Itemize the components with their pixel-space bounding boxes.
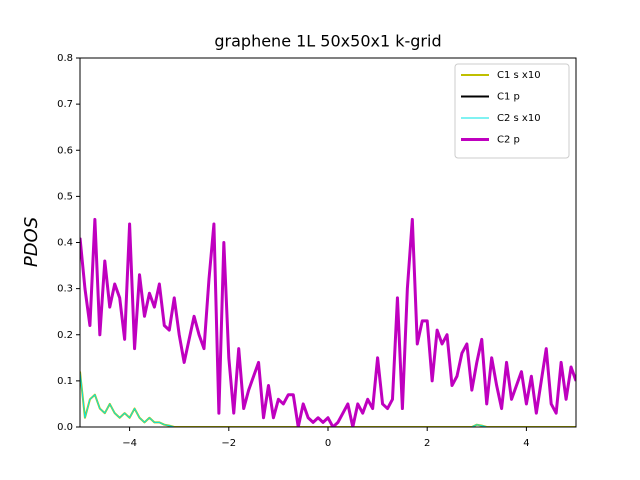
x-tick-label: −4 [122, 438, 137, 449]
x-tick-label: 4 [523, 438, 529, 449]
x-tick-label: 0 [325, 438, 331, 449]
y-tick-label: 0.3 [57, 284, 73, 295]
y-tick-label: 0.8 [57, 53, 73, 64]
y-tick-label: 0.5 [57, 191, 73, 202]
legend-box [454, 63, 570, 159]
legend-label: C1 p [497, 92, 520, 103]
y-tick-label: 0.6 [57, 145, 73, 156]
y-axis-label: PDOS [21, 217, 42, 267]
series-line [80, 217, 576, 427]
chart-title: graphene 1L 50x50x1 k-grid [214, 32, 441, 51]
x-tick-label: −2 [221, 438, 236, 449]
y-tick-label: 0.4 [57, 238, 73, 249]
legend-label: C1 s x10 [497, 70, 541, 81]
y-tick-label: 0.1 [57, 376, 73, 387]
series-line [80, 371, 576, 427]
y-tick-label: 0.0 [57, 422, 73, 433]
legend-label: C2 s x10 [497, 113, 541, 124]
legend-label: C2 p [497, 135, 520, 146]
x-tick-label: 2 [424, 438, 430, 449]
y-tick-label: 0.2 [57, 330, 73, 341]
y-tick-label: 0.7 [57, 99, 73, 110]
